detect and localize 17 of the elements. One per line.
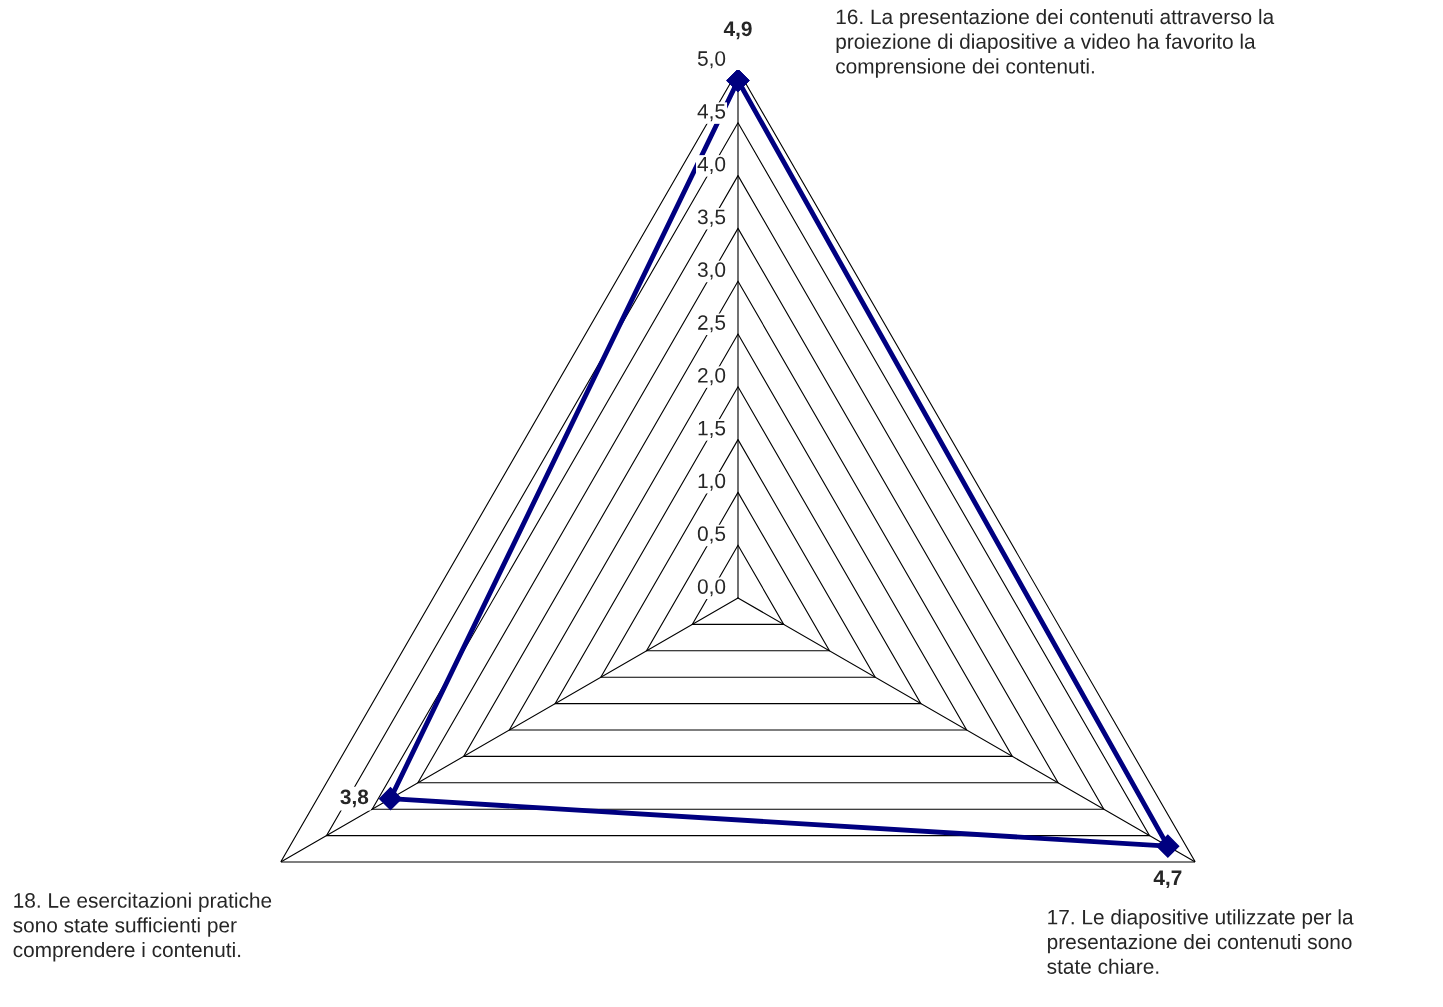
y-tick-label: 1,0 (698, 473, 726, 491)
data-label: 3,8 (340, 789, 369, 808)
data-label: 4,9 (723, 21, 752, 40)
spoke-label: 18. Le esercitazioni pratiche sono state sufficienti per comprendere i contenuti. (13, 892, 272, 962)
y-tick-label: 0,0 (697, 579, 726, 597)
y-tick-label: 4,5 (697, 104, 726, 122)
y-tick-label: 1,5 (698, 420, 726, 438)
y-tick-label: 3,0 (697, 262, 726, 280)
spoke-label: 16. La presentazione dei contenuti attraverso la proiezione di diapositive a video ha favorito la comprensione dei contenuti. (836, 8, 1275, 78)
y-tick-label: 0,5 (697, 526, 726, 544)
spoke-label: 17. Le diapositive utilizzate per la presentazione dei contenuti sono state chiare. (1047, 909, 1354, 974)
y-tick-label: 5,0 (697, 51, 726, 69)
y-tick-label: 4,0 (697, 156, 726, 174)
y-tick-label: 2,0 (698, 367, 726, 386)
data-label: 4,7 (1153, 870, 1182, 889)
y-tick-label: 2,5 (698, 315, 726, 333)
y-tick-label: 3,5 (697, 209, 726, 227)
